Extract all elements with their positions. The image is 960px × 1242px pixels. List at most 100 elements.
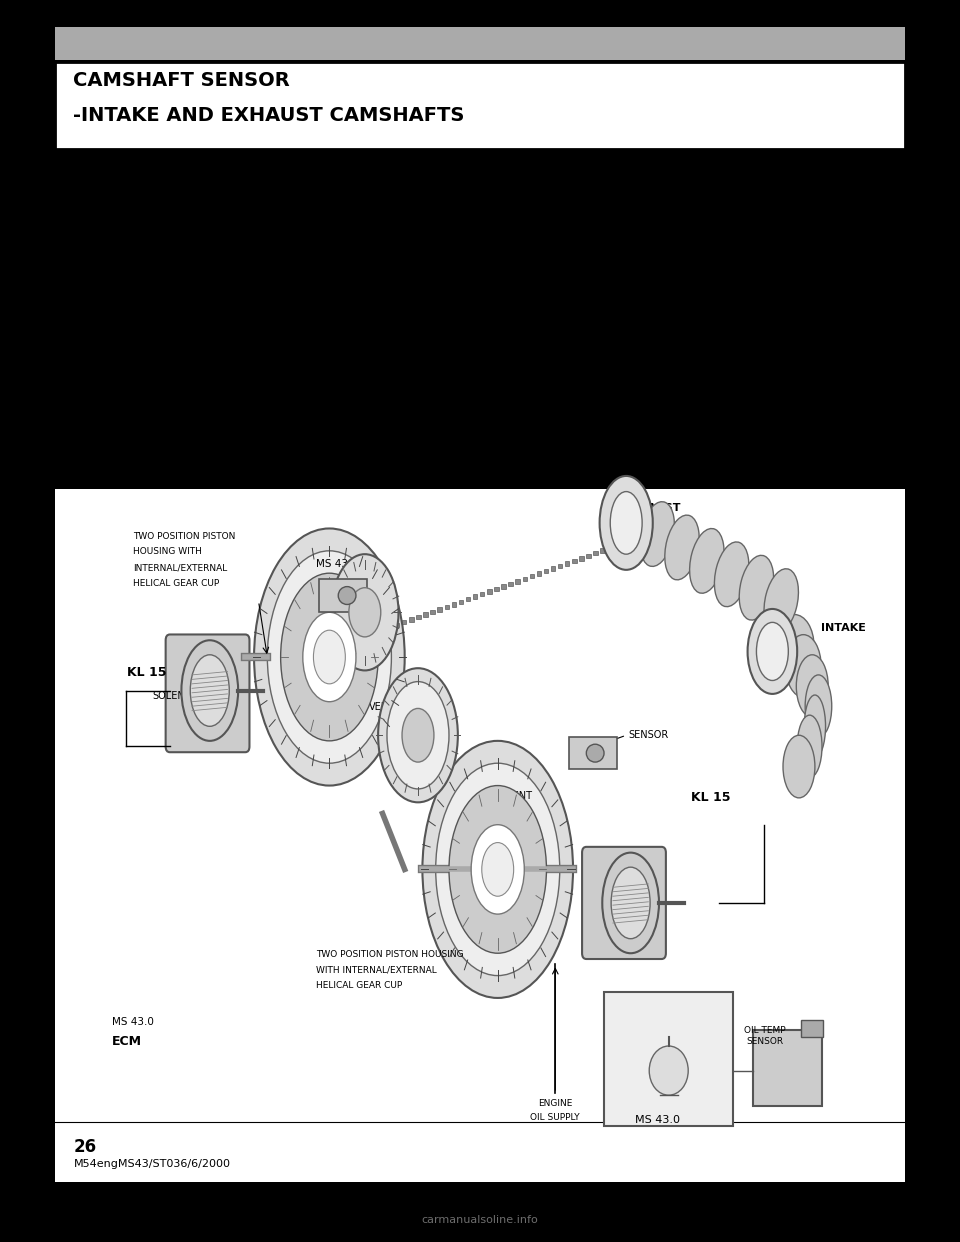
Bar — [522, 576, 527, 581]
Text: HOUSING WITH: HOUSING WITH — [132, 548, 202, 556]
Ellipse shape — [796, 655, 828, 718]
Ellipse shape — [689, 529, 724, 594]
Bar — [444, 605, 449, 609]
Text: MS 43.0: MS 43.0 — [316, 559, 358, 569]
Ellipse shape — [267, 550, 392, 763]
Ellipse shape — [331, 554, 398, 671]
Bar — [593, 551, 598, 555]
Ellipse shape — [756, 622, 788, 681]
Text: •  Synchronization: • Synchronization — [73, 265, 209, 279]
Text: OIL SUPPLY: OIL SUPPLY — [531, 1113, 580, 1122]
Ellipse shape — [611, 492, 642, 554]
Bar — [466, 597, 470, 601]
Text: CAMSHAFT SENSOR: CAMSHAFT SENSOR — [73, 71, 290, 91]
Bar — [417, 615, 420, 620]
Ellipse shape — [805, 674, 831, 738]
Ellipse shape — [402, 708, 434, 763]
Ellipse shape — [739, 555, 774, 620]
Bar — [801, 1021, 823, 1037]
Ellipse shape — [587, 744, 604, 763]
Text: SOLENOID: SOLENOID — [604, 903, 655, 913]
Bar — [601, 549, 605, 553]
Text: The exhaust cam sensor is used for position control of the exhaust cam (VANOS): The exhaust cam sensor is used for posit… — [73, 335, 666, 350]
Bar — [423, 612, 428, 617]
Ellipse shape — [640, 502, 675, 566]
Ellipse shape — [612, 867, 650, 939]
Bar — [604, 992, 732, 1126]
Ellipse shape — [482, 842, 514, 897]
Text: TWO POSITION PISTON: TWO POSITION PISTON — [132, 532, 235, 540]
Ellipse shape — [602, 852, 659, 954]
Ellipse shape — [348, 587, 381, 637]
Bar — [438, 607, 442, 611]
Ellipse shape — [254, 528, 405, 786]
Text: VENT: VENT — [370, 702, 396, 712]
Text: SENSOR: SENSOR — [338, 626, 378, 636]
Text: EXHAUST: EXHAUST — [622, 503, 681, 513]
Text: MS 43.0: MS 43.0 — [635, 1115, 680, 1125]
Bar — [395, 622, 399, 627]
Ellipse shape — [280, 573, 378, 740]
Text: SOLENOID: SOLENOID — [153, 691, 204, 700]
Ellipse shape — [600, 476, 653, 570]
Bar — [568, 738, 617, 769]
Bar — [516, 579, 520, 584]
Ellipse shape — [387, 682, 449, 789]
Text: OIL TEMP: OIL TEMP — [744, 1026, 786, 1035]
Ellipse shape — [748, 609, 797, 694]
Text: ECM: ECM — [316, 576, 345, 590]
Text: MS 43.0: MS 43.0 — [112, 1017, 155, 1027]
Text: HELICAL GEAR CUP: HELICAL GEAR CUP — [132, 579, 219, 587]
Text: VENT: VENT — [507, 791, 533, 801]
Text: carmanualsoline.info: carmanualsoline.info — [421, 1215, 539, 1225]
Ellipse shape — [797, 715, 822, 777]
Ellipse shape — [804, 696, 826, 758]
Ellipse shape — [764, 569, 799, 633]
Bar — [487, 589, 492, 594]
Bar — [753, 1031, 822, 1107]
Bar — [55, 489, 905, 1182]
Text: -INTAKE AND EXHAUST CAMSHAFTS: -INTAKE AND EXHAUST CAMSHAFTS — [73, 106, 465, 125]
Bar — [55, 27, 905, 60]
Bar — [381, 627, 385, 632]
Bar — [402, 620, 406, 625]
Ellipse shape — [783, 735, 815, 797]
Ellipse shape — [190, 655, 229, 727]
Bar — [608, 546, 612, 550]
Text: •  Cylinder bank detection for preliminary injection: • Cylinder bank detection for preliminar… — [73, 245, 447, 260]
Text: 26: 26 — [73, 1139, 97, 1156]
Bar — [572, 559, 577, 563]
Bar — [565, 561, 569, 565]
Text: SENSOR: SENSOR — [747, 1037, 784, 1046]
Text: The function of the intake cam sensor:: The function of the intake cam sensor: — [73, 215, 357, 230]
Ellipse shape — [449, 785, 546, 954]
Bar — [587, 554, 590, 558]
Bar — [430, 610, 435, 615]
Bar — [388, 625, 393, 630]
Text: HELICAL GEAR CUP: HELICAL GEAR CUP — [316, 981, 402, 990]
Bar — [494, 586, 498, 591]
Bar — [558, 564, 563, 569]
Bar — [451, 602, 456, 606]
Ellipse shape — [422, 740, 573, 999]
Bar — [614, 543, 619, 548]
Text: KL 15: KL 15 — [128, 666, 167, 679]
Text: •  Engine speed sensor (if crankshaft speed sensor fails): • Engine speed sensor (if crankshaft spe… — [73, 283, 489, 299]
Ellipse shape — [313, 630, 346, 684]
Bar — [373, 630, 378, 635]
Ellipse shape — [181, 640, 238, 740]
Text: M54engMS43/ST036/6/2000: M54engMS43/ST036/6/2000 — [73, 1159, 230, 1169]
Text: •  Position control of the intake cam (VANOS): • Position control of the intake cam (VA… — [73, 303, 404, 318]
Ellipse shape — [649, 1046, 688, 1095]
Bar — [501, 584, 506, 589]
FancyBboxPatch shape — [582, 847, 666, 959]
Bar — [537, 571, 541, 576]
Bar — [473, 595, 477, 599]
Bar — [579, 556, 584, 560]
Bar — [509, 581, 513, 586]
Text: INTERNAL/EXTERNAL: INTERNAL/EXTERNAL — [132, 563, 227, 573]
Text: TWO POSITION PISTON HOUSING: TWO POSITION PISTON HOUSING — [316, 950, 464, 959]
Text: INTAKE: INTAKE — [821, 623, 866, 633]
Text: WITH INTERNAL/EXTERNAL: WITH INTERNAL/EXTERNAL — [316, 965, 437, 975]
Ellipse shape — [338, 586, 356, 605]
